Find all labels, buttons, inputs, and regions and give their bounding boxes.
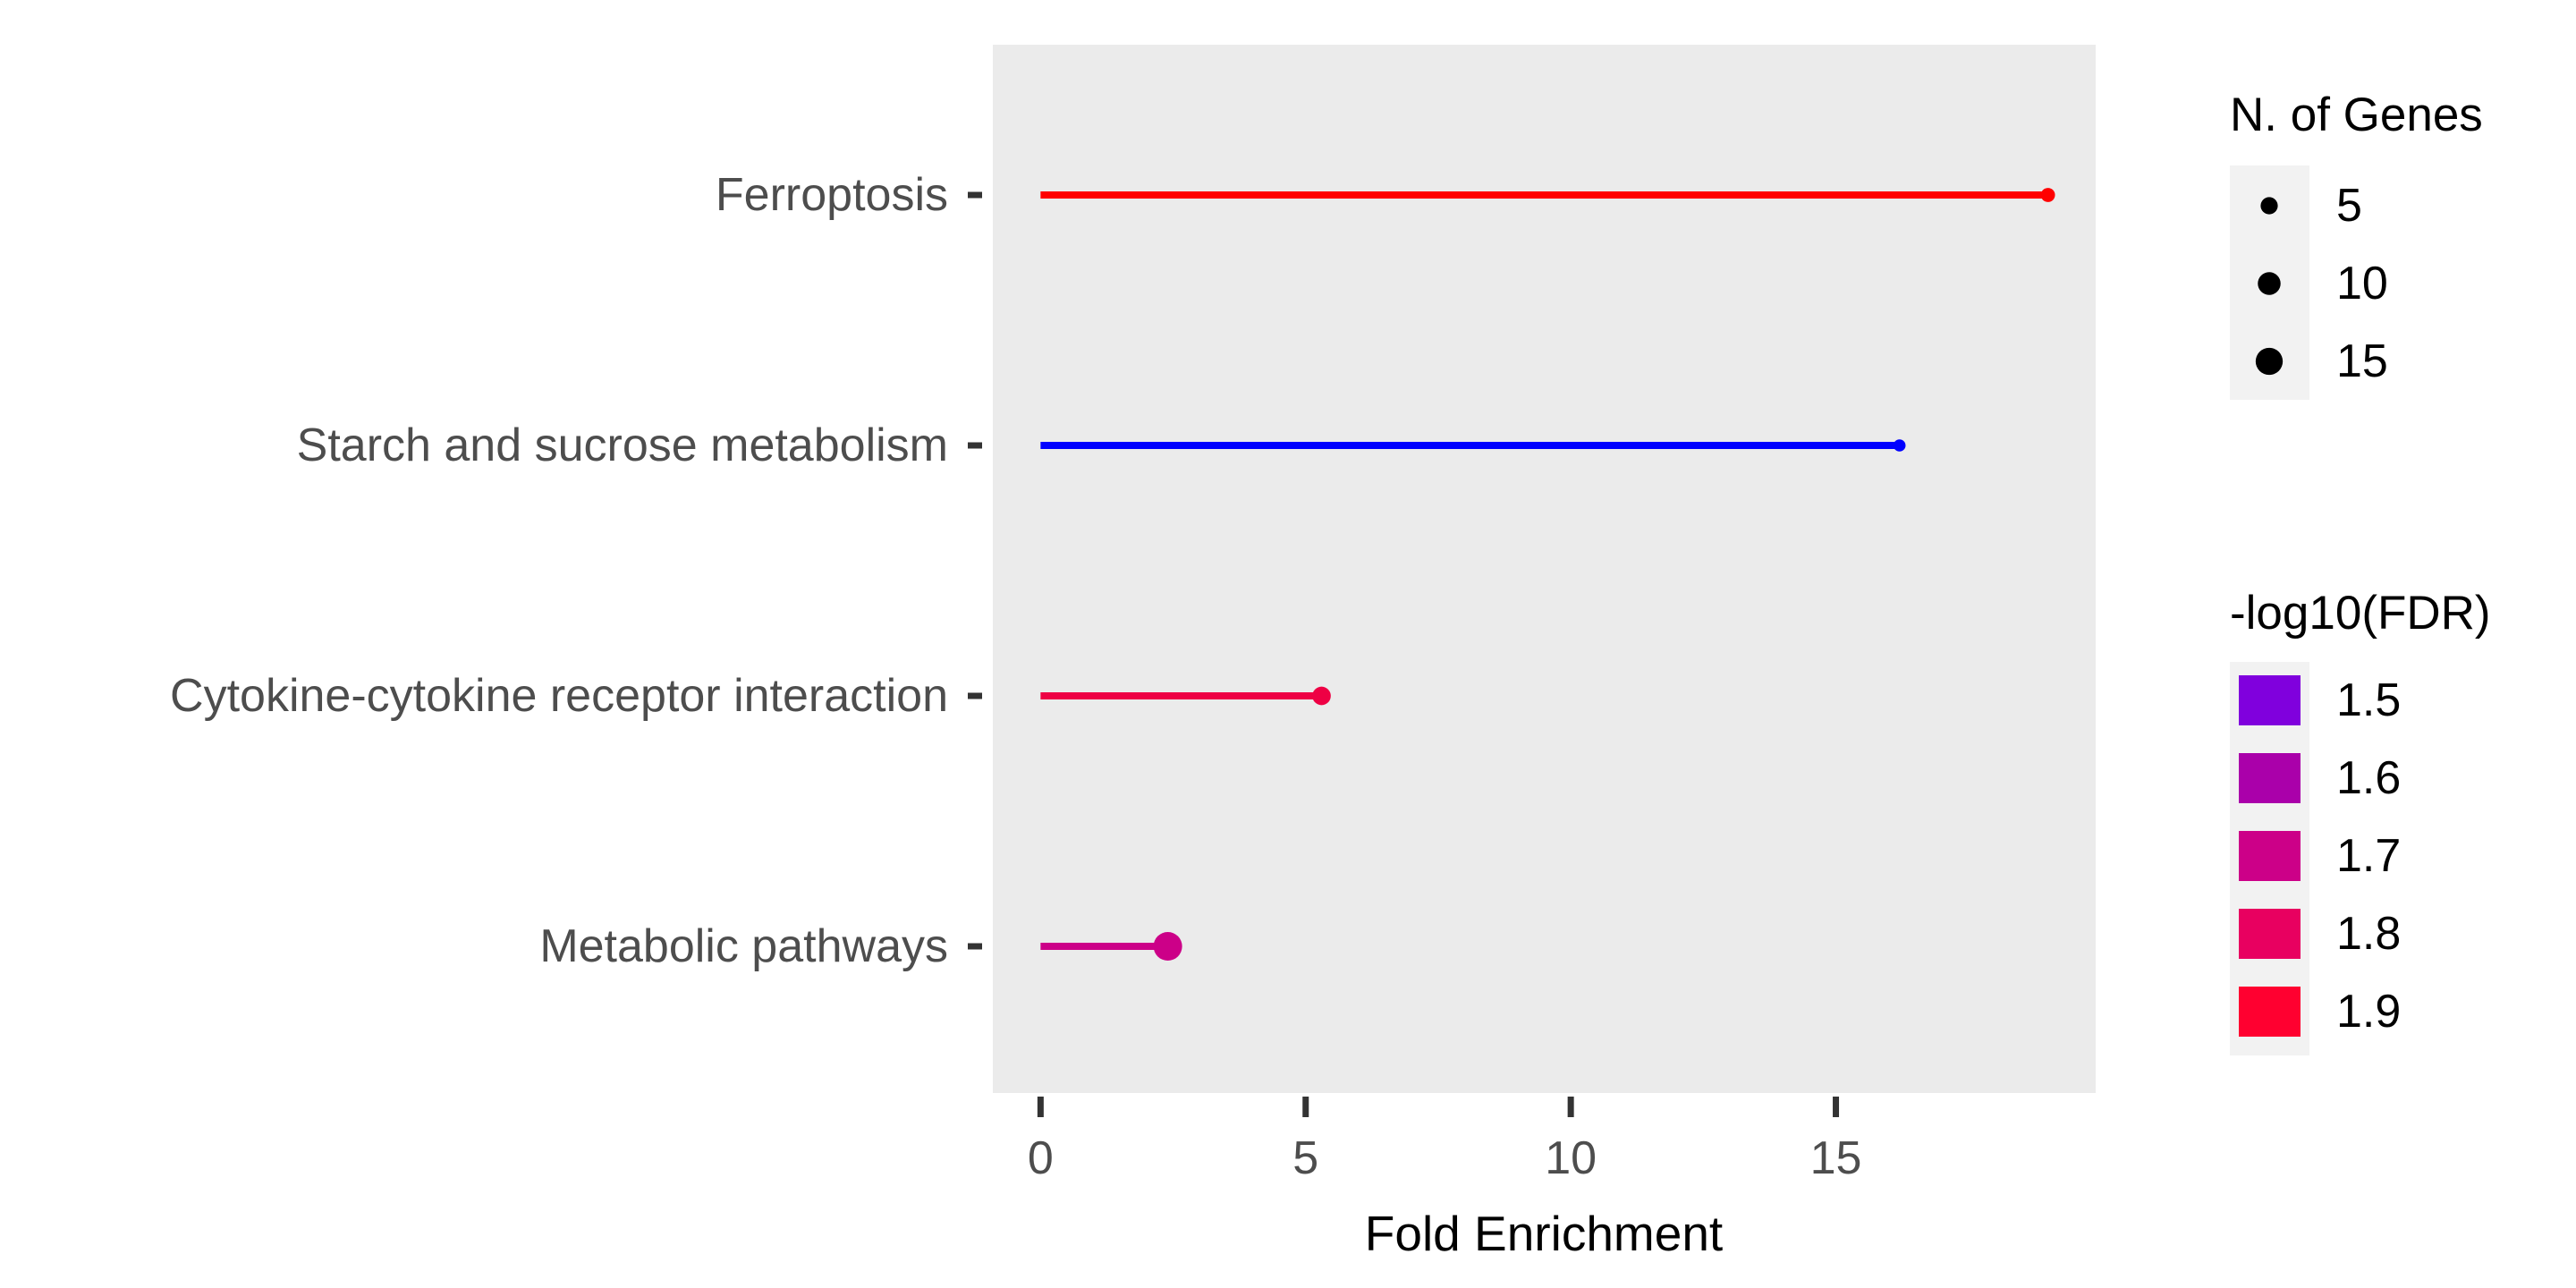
y-tick-label: Cytokine-cytokine receptor interaction <box>170 670 948 722</box>
legend-color-label: 1.6 <box>2336 752 2401 804</box>
stems <box>1040 191 2048 950</box>
data-point <box>2040 188 2055 202</box>
y-tick-label: Starch and sucrose metabolism <box>297 419 948 471</box>
legend-color-key-point <box>2259 691 2279 710</box>
y-axis: Ferroptosis Starch and sucrose metabolism… <box>170 169 982 972</box>
legend-color-key-point <box>2259 768 2279 788</box>
data-point <box>1153 932 1182 961</box>
legend-color-label: 1.7 <box>2336 830 2401 882</box>
plot-panel <box>993 45 2096 1093</box>
legend-size-key <box>2260 197 2278 215</box>
legend-size-label: 15 <box>2336 335 2388 387</box>
x-tick-label: 15 <box>1810 1132 1862 1184</box>
legend-color-key-point <box>2259 924 2279 944</box>
points <box>1153 188 2055 961</box>
legend-size-label: 10 <box>2336 258 2388 309</box>
data-point <box>1312 686 1331 706</box>
y-tick-label: Metabolic pathways <box>539 920 948 972</box>
legend-size: N. of Genes 5 10 15 <box>2230 89 2483 400</box>
legend-color-key-point <box>2259 846 2279 866</box>
legend-size-title: N. of Genes <box>2230 89 2483 141</box>
legend-color-label: 1.8 <box>2336 908 2401 960</box>
legend-size-label: 5 <box>2336 180 2362 232</box>
x-tick-label: 10 <box>1545 1132 1597 1184</box>
x-axis: 0 5 10 15 <box>1028 1097 1862 1184</box>
legend-color-title: -log10(FDR) <box>2230 587 2491 640</box>
x-axis-title: Fold Enrichment <box>1365 1206 1723 1261</box>
legend-color: -log10(FDR) 1.5 1.6 1.7 1.8 1.9 <box>2230 587 2491 1055</box>
legend-color-key-point <box>2259 1002 2279 1021</box>
legend-color-label: 1.9 <box>2336 986 2401 1038</box>
x-tick-label: 5 <box>1292 1132 1318 1184</box>
data-point <box>1893 439 1906 452</box>
legend-size-key <box>2258 272 2281 295</box>
legend-size-key <box>2255 347 2284 376</box>
y-tick-label: Ferroptosis <box>716 169 948 221</box>
x-tick-label: 0 <box>1028 1132 1054 1184</box>
legend-color-label: 1.5 <box>2336 674 2401 726</box>
